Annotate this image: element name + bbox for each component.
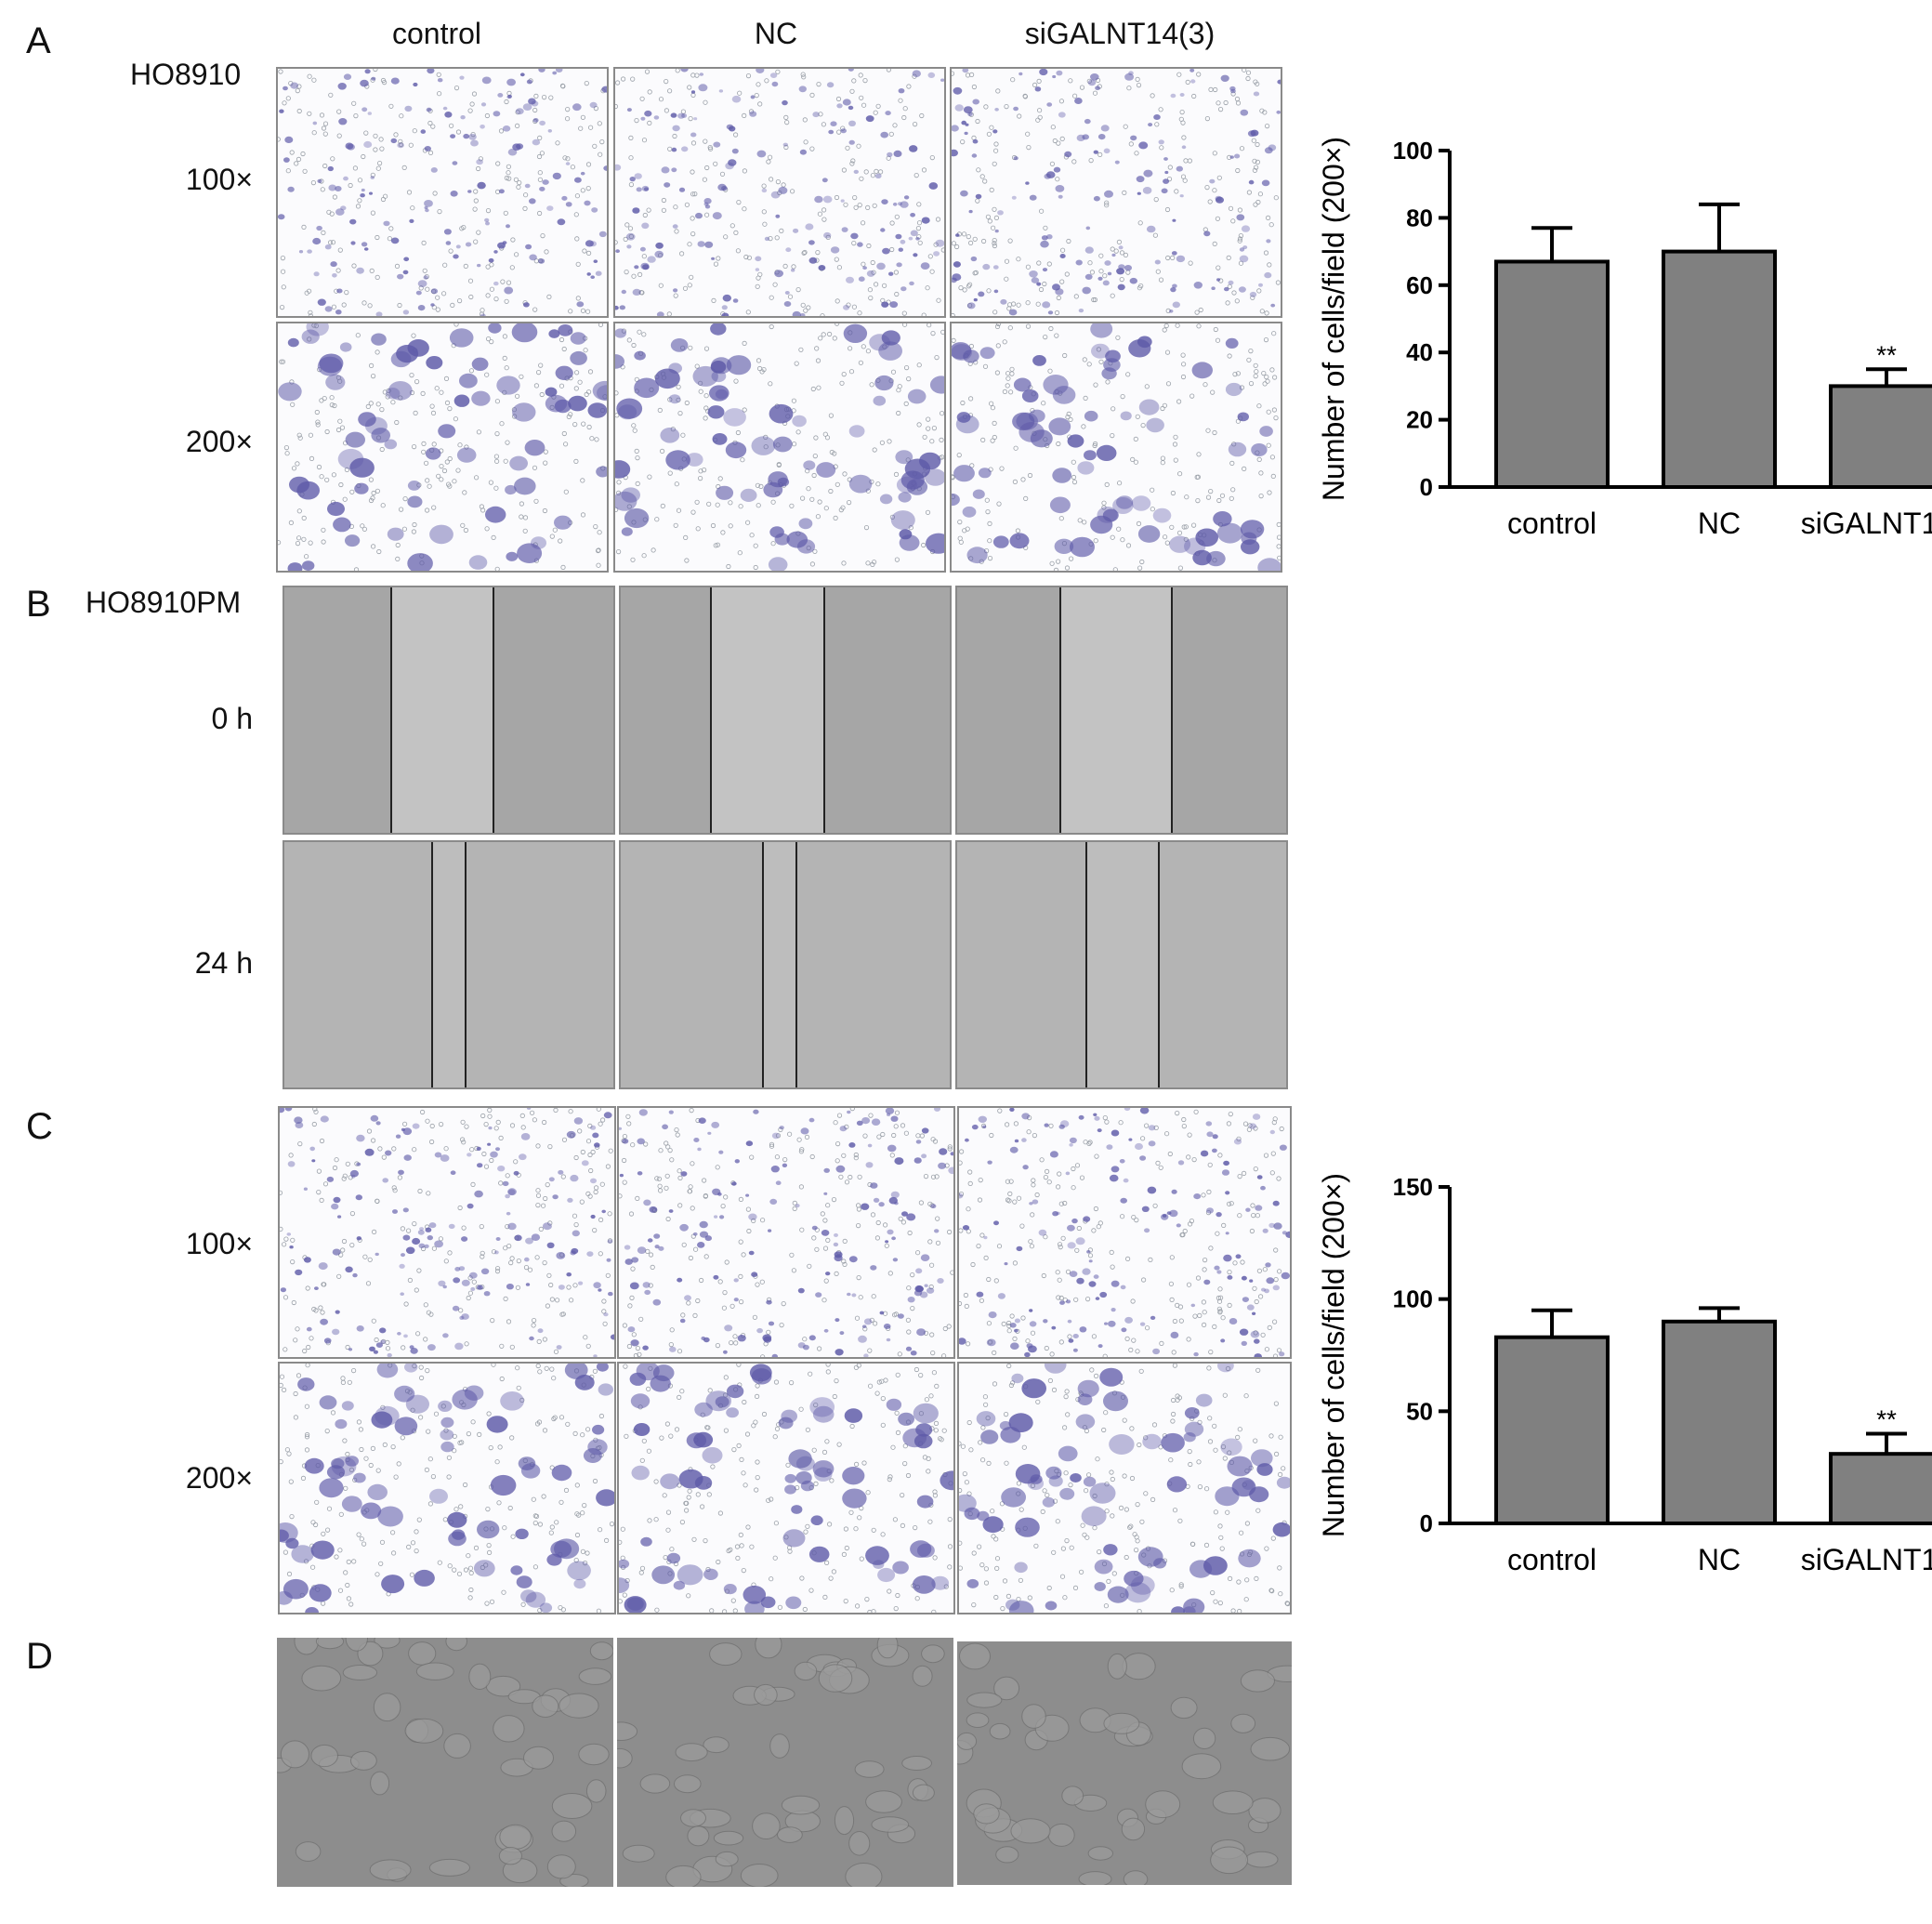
column-header-nc: NC [754,17,798,50]
x-category-label: NC [1698,507,1741,540]
row-label-24h: 24 h [194,946,253,980]
transwell-image-a-sigalnt14-100x [950,67,1282,318]
transwell-image-c-control-100x [278,1106,616,1359]
row-label-100x-a: 100× [185,163,253,196]
wound-image-sigalnt14-0h [955,586,1288,835]
x-category-label: control [1507,1543,1597,1576]
column-header-sigalnt14: siGALNT14(3) [1024,17,1216,50]
y-tick-label: 80 [1406,204,1433,231]
row-label-200x-a: 200× [185,425,253,458]
transwell-image-a-control-200x [276,322,609,573]
y-tick-label: 100 [1393,1285,1433,1313]
x-category-label: control [1507,507,1597,540]
morphology-image-control [277,1638,613,1887]
x-category-label: NC [1698,1543,1741,1576]
transwell-image-a-nc-200x [613,322,946,573]
row-label-100x-c: 100× [185,1227,253,1260]
wound-image-nc-0h [619,586,952,835]
wound-image-sigalnt14-24h [955,840,1288,1089]
y-axis-label: Number of cells/field (200×) [1317,137,1350,501]
panel-letter-c: C [26,1106,53,1147]
morphology-image-sigalnt14 [957,1641,1292,1885]
x-category-label: siGALNT14(3) [1801,507,1932,540]
cell-line-label-ho8910: HO8910 [130,58,242,91]
transwell-image-c-sigalnt14-200x [957,1362,1292,1614]
column-header-control: control [391,17,482,50]
y-tick-label: 50 [1406,1397,1433,1425]
panel-letter-b: B [26,584,51,625]
transwell-image-c-control-200x [278,1362,616,1614]
y-tick-label: 0 [1420,1509,1433,1537]
row-label-200x-c: 200× [185,1461,253,1495]
row-label-0h: 0 h [211,702,253,735]
wound-image-nc-24h [619,840,952,1089]
transwell-image-c-nc-200x [617,1362,955,1614]
bar-sigalnt14-3- [1829,1452,1932,1526]
x-category-label: siGALNT14(3) [1801,1543,1932,1576]
y-tick-label: 100 [1393,137,1433,165]
bar-nc [1662,249,1777,489]
wound-image-control-0h [283,586,615,835]
panel-letter-a: A [26,20,51,61]
significance-marker: ** [1876,1404,1897,1433]
bar-sigalnt14-3- [1829,384,1932,489]
significance-marker: ** [1876,340,1897,369]
y-tick-label: 20 [1406,406,1433,434]
bar-control [1494,259,1610,489]
transwell-image-a-sigalnt14-200x [950,322,1282,573]
panel-letter-d: D [26,1636,53,1677]
transwell-image-a-nc-100x [613,67,946,318]
bar-control [1494,1335,1610,1525]
bar-chart-c: 0 50 100 150 Number of cells/field (200×) con… [1317,1173,1932,1576]
y-tick-label: 40 [1406,338,1433,366]
morphology-image-nc [617,1638,953,1887]
bar-nc [1662,1319,1777,1525]
y-tick-label: 150 [1393,1173,1433,1201]
transwell-image-a-control-100x [276,67,609,318]
transwell-image-c-nc-100x [617,1106,955,1359]
y-axis-label: Number of cells/field (200×) [1317,1173,1350,1537]
y-tick-label: 60 [1406,271,1433,299]
bar-chart-a: 0 20 40 60 80 100 Number of cells/field (200×)… [1317,137,1932,540]
y-tick-label: 0 [1420,473,1433,501]
wound-image-control-24h [283,840,615,1089]
cell-line-label-ho8910pm: HO8910PM [85,586,242,619]
transwell-image-c-sigalnt14-100x [957,1106,1292,1359]
